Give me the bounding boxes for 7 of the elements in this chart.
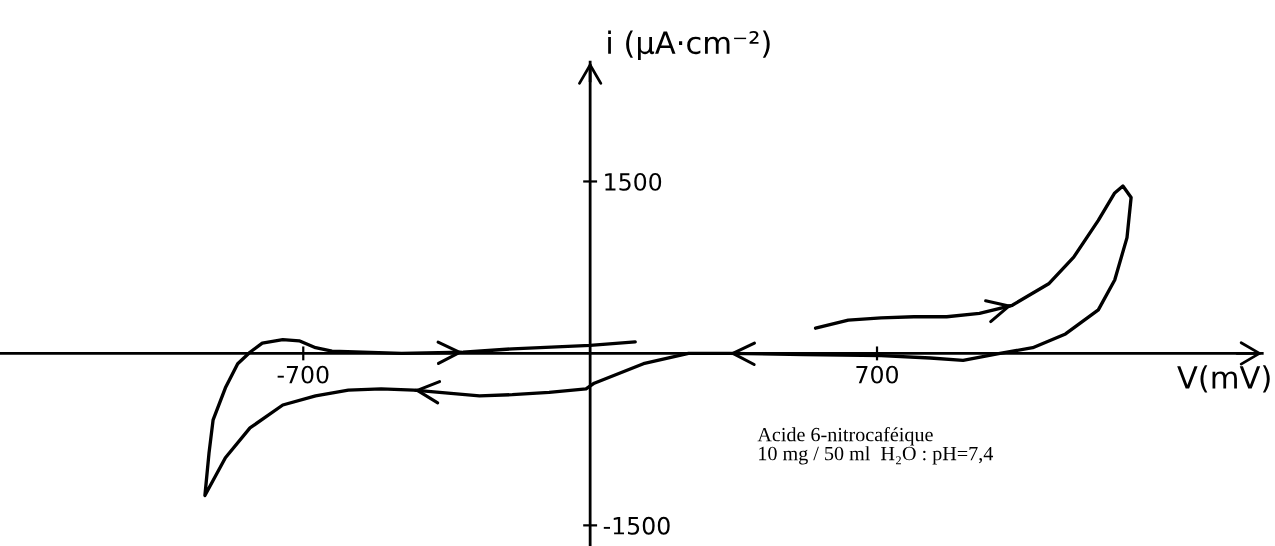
y-tick-label: 1500	[605, 172, 662, 191]
y-tick-label: -1500	[603, 516, 670, 535]
x-tick-label: -700	[277, 365, 329, 384]
y-axis-title: i (µA·cm⁻²)	[608, 30, 770, 61]
x-axis-title: V(mV)	[1177, 365, 1270, 393]
annotation: Acide 6-nitrocaféique 10 mg / 50 ml H₂O : pH=7,4	[757, 427, 994, 465]
x-tick-label: 700	[856, 365, 898, 384]
